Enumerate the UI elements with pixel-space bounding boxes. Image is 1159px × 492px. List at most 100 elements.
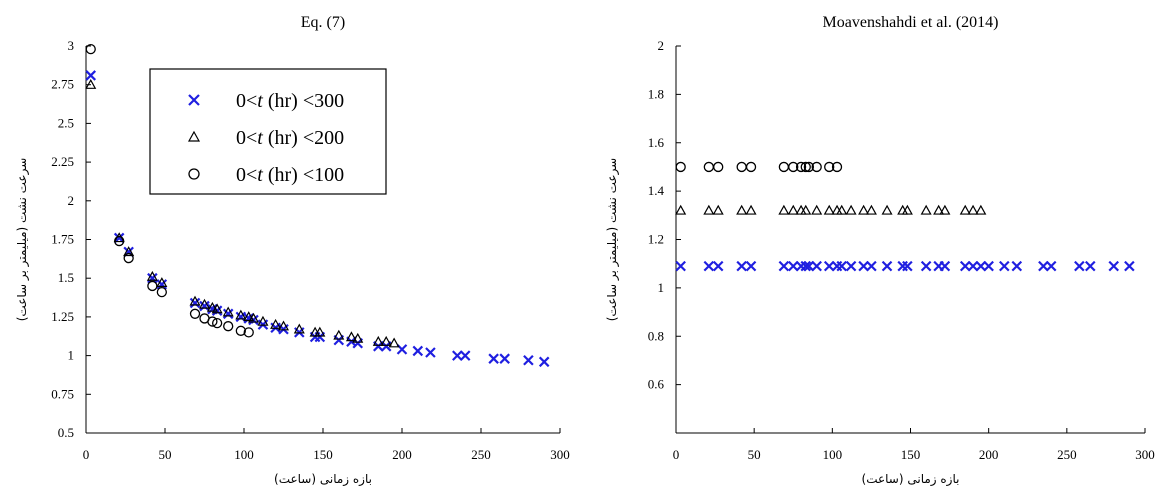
data-point-triangle	[865, 204, 877, 215]
data-point-triangle	[277, 320, 290, 331]
data-point-triangle	[831, 204, 843, 215]
data-point-triangle	[243, 311, 255, 322]
y-tick-label: 1.6	[648, 135, 665, 150]
data-point-x	[1074, 260, 1085, 272]
data-point-circle	[147, 280, 158, 292]
data-point-triangle	[675, 204, 687, 215]
data-point-x	[199, 300, 210, 312]
data-point-x	[959, 260, 971, 272]
data-point-triangle	[920, 204, 932, 215]
data-point-x	[920, 260, 932, 272]
data-point-circle	[745, 161, 757, 173]
y-tick-label: 2	[68, 193, 75, 208]
data-point-triangle	[901, 204, 913, 215]
data-point-x	[488, 353, 499, 364]
data-point-x	[803, 260, 815, 272]
y-tick-label: 0.75	[51, 386, 74, 401]
data-point-triangle	[703, 204, 715, 215]
data-point-x	[1108, 260, 1120, 272]
data-point-x	[1124, 260, 1135, 272]
x-tick-label: 100	[234, 447, 254, 462]
data-point-x	[902, 260, 913, 272]
data-point-x	[1045, 260, 1057, 272]
data-point-triangle	[967, 204, 979, 215]
data-point-triangle	[211, 303, 223, 314]
data-point-triangle	[247, 312, 259, 323]
y-tick-label: 2	[658, 38, 665, 53]
data-point-triangle	[897, 204, 909, 215]
data-point-triangle	[270, 318, 282, 329]
data-point-x	[1085, 260, 1096, 272]
data-point-triangle	[198, 298, 211, 309]
data-point-x	[222, 308, 234, 320]
data-point-triangle	[787, 204, 799, 215]
data-point-triangle	[823, 204, 835, 215]
legend-label-post: (hr) <100	[263, 164, 344, 186]
legend-marker-x	[188, 94, 200, 106]
data-point-triangle	[845, 204, 857, 215]
data-point-x	[189, 297, 201, 309]
data-point-triangle	[333, 329, 345, 340]
data-point-triangle	[293, 323, 305, 334]
x-tick-label: 150	[901, 447, 921, 462]
data-point-x	[800, 260, 812, 272]
x-tick-label: 200	[392, 447, 412, 462]
chart-panel-1: Eq. (7)0.50.7511.251.51.7522.252.52.7530…	[15, 14, 570, 487]
data-point-triangle	[388, 337, 400, 348]
x-tick-label: 150	[313, 447, 333, 462]
chart-title: Eq. (7)	[301, 14, 345, 31]
data-point-triangle	[959, 204, 971, 215]
data-point-x	[712, 260, 724, 272]
x-tick-label: 200	[979, 447, 999, 462]
data-point-x	[881, 260, 893, 272]
legend-label-pre: 0<	[236, 90, 257, 112]
y-tick-label: 1	[658, 280, 665, 295]
data-point-triangle	[189, 295, 201, 306]
data-point-x	[787, 260, 799, 272]
data-point-circle	[189, 308, 201, 319]
data-point-triangle	[795, 204, 807, 215]
x-tick-label: 300	[550, 447, 570, 462]
data-point-x	[745, 260, 757, 272]
data-point-x	[235, 311, 247, 323]
y-tick-label: 0.6	[648, 377, 665, 392]
data-point-triangle	[975, 204, 987, 215]
legend-label-pre: 0<	[236, 127, 257, 149]
data-point-x	[975, 260, 987, 272]
data-point-circle	[243, 327, 254, 338]
y-tick-label: 1.75	[51, 232, 74, 247]
x-tick-label: 300	[1135, 447, 1155, 462]
data-point-triangle	[345, 331, 357, 342]
data-point-x	[156, 279, 168, 290]
legend-label-pre: 0<	[236, 164, 257, 186]
legend-marker-circle	[188, 168, 200, 180]
data-point-triangle	[811, 204, 823, 215]
y-tick-label: 1.2	[648, 232, 664, 247]
data-point-circle	[811, 161, 822, 173]
data-point-x	[999, 260, 1010, 272]
data-point-triangle	[222, 306, 234, 317]
data-point-triangle	[314, 326, 326, 337]
data-point-x	[147, 272, 158, 284]
data-point-triangle	[881, 204, 893, 215]
data-point-x	[845, 260, 857, 272]
data-point-triangle	[156, 277, 168, 288]
y-tick-label: 2.5	[58, 115, 74, 130]
data-point-triangle	[85, 78, 97, 89]
data-point-triangle	[939, 204, 951, 215]
legend-label-post: (hr) <200	[263, 127, 344, 149]
data-point-triangle	[858, 204, 870, 215]
y-tick-label: 3	[68, 38, 75, 53]
data-point-circle	[736, 161, 747, 173]
chart-title: Moavenshahdi et al. (2014)	[823, 14, 999, 31]
data-point-triangle	[736, 204, 748, 215]
data-point-triangle	[146, 270, 158, 281]
data-point-x	[778, 260, 790, 272]
y-tick-label: 0.8	[648, 328, 664, 343]
legend-label-var: t	[257, 90, 263, 112]
data-point-x	[866, 260, 877, 272]
y-axis-label: سرعت نشت (میلیمتر بر ساعت)	[15, 158, 30, 322]
x-tick-label: 50	[159, 447, 172, 462]
data-point-triangle	[352, 332, 364, 343]
data-point-x	[703, 260, 715, 272]
